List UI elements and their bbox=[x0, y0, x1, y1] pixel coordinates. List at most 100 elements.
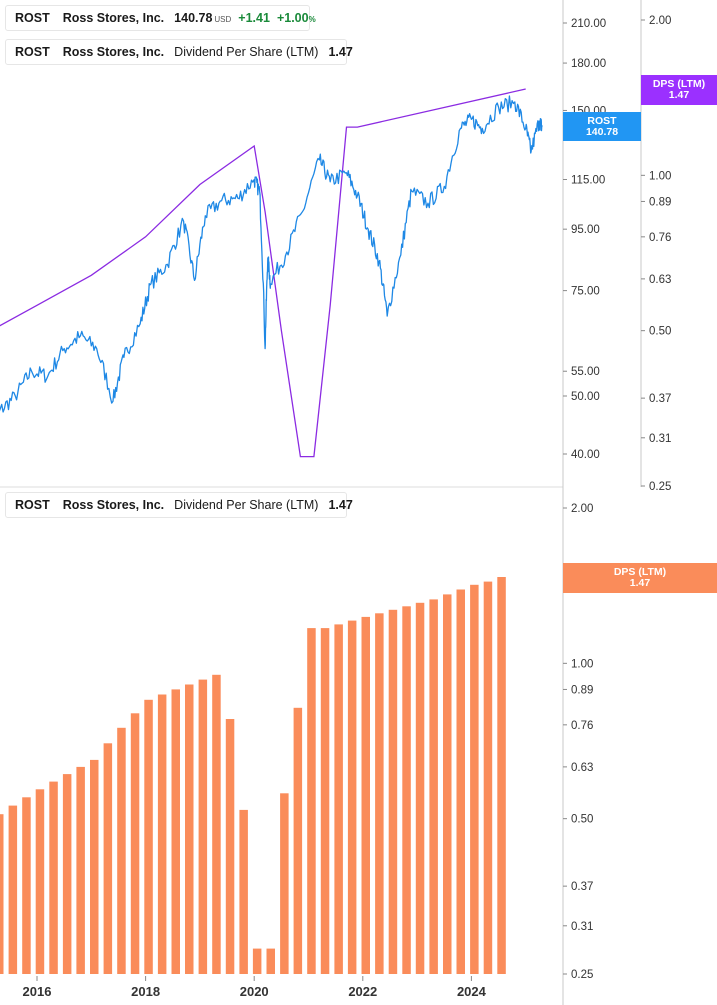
dps-top-axis-tick-label: 2.00 bbox=[649, 15, 671, 27]
x-axis-tick-label: 2022 bbox=[348, 984, 377, 999]
legend-price-company: Ross Stores, Inc. bbox=[62, 11, 165, 25]
dps-bar bbox=[497, 577, 506, 974]
dps-top-tag-value: 1.47 bbox=[668, 89, 690, 101]
dps-bar bbox=[212, 674, 221, 974]
legend-price-currency: USD bbox=[214, 15, 232, 24]
dps-bar bbox=[239, 809, 248, 974]
dps-bar bbox=[144, 699, 153, 974]
dps-bar bbox=[483, 581, 493, 974]
dps-bar bbox=[347, 620, 357, 974]
dps-top-axis-tag: DPS (LTM) 1.47 bbox=[641, 75, 717, 105]
legend-price[interactable]: ROST Ross Stores, Inc. 140.78 USD +1.41 … bbox=[5, 5, 316, 31]
dps-bar bbox=[171, 689, 180, 974]
dps-bottom-axis-tick-label: 2.00 bbox=[571, 503, 593, 515]
dps-bar bbox=[90, 759, 99, 974]
dps-bar-series bbox=[0, 577, 506, 974]
dps-bottom-axis-tick-label: 0.89 bbox=[571, 684, 593, 696]
dps-bar bbox=[293, 707, 303, 974]
dps-bar bbox=[117, 727, 126, 974]
dps-bottom-axis-tick-label: 0.37 bbox=[571, 881, 593, 893]
dps-bar bbox=[375, 613, 384, 974]
price-axis-tick-label: 180.00 bbox=[571, 58, 606, 70]
dps-top-axis-tick-label: 0.50 bbox=[649, 326, 671, 338]
dps-bar bbox=[443, 594, 452, 974]
dps-bottom-tag-label: DPS (LTM) bbox=[613, 566, 667, 578]
legend-dps-bottom[interactable]: ROST Ross Stores, Inc. Dividend Per Shar… bbox=[5, 492, 353, 518]
dps-bar bbox=[429, 599, 438, 974]
price-axis-tick-label: 210.00 bbox=[571, 18, 606, 30]
legend-dps-bottom-symbol: ROST bbox=[15, 498, 50, 512]
dps-bottom-axis-tick-label: 0.50 bbox=[571, 814, 593, 826]
legend-price-symbol: ROST bbox=[15, 11, 50, 25]
axes: 210.00180.00150.00115.0095.0075.0055.005… bbox=[23, 15, 672, 999]
dps-bar bbox=[103, 743, 113, 974]
price-axis-tick-label: 40.00 bbox=[571, 449, 600, 461]
legend-dps-top-symbol: ROST bbox=[15, 45, 50, 59]
price-axis-tick-label: 75.00 bbox=[571, 286, 600, 298]
legend-dps-top-value: 1.47 bbox=[328, 45, 353, 59]
dps-bar bbox=[415, 602, 425, 974]
price-tag-value: 140.78 bbox=[585, 125, 619, 138]
price-series-line bbox=[0, 95, 543, 413]
dps-bar bbox=[185, 684, 194, 974]
dps-top-axis-tick-label: 0.37 bbox=[649, 393, 671, 405]
price-axis-tag: ROST 140.78 bbox=[563, 112, 641, 141]
dps-bar bbox=[470, 584, 479, 974]
x-axis-tick-label: 2016 bbox=[23, 984, 52, 999]
dps-bar bbox=[49, 781, 58, 974]
dps-bar bbox=[456, 589, 465, 974]
dps-bar bbox=[280, 793, 289, 974]
price-axis-tick-label: 50.00 bbox=[571, 391, 600, 403]
dps-bar bbox=[22, 797, 31, 974]
legend-dps-top-company: Ross Stores, Inc. bbox=[62, 45, 165, 59]
dps-bar bbox=[402, 606, 411, 974]
dps-bar bbox=[266, 948, 275, 974]
legend-dps-bottom-value: 1.47 bbox=[328, 498, 353, 512]
dps-bar bbox=[130, 713, 140, 974]
legend-dps-bottom-company: Ross Stores, Inc. bbox=[62, 498, 165, 512]
dps-bar bbox=[225, 719, 235, 974]
dps-bar bbox=[157, 694, 167, 974]
dps-top-axis-tick-label: 0.31 bbox=[649, 433, 671, 445]
price-axis-tick-label: 95.00 bbox=[571, 224, 600, 236]
dps-bar bbox=[334, 624, 343, 974]
dps-bar bbox=[252, 948, 262, 974]
dps-bar bbox=[320, 628, 330, 974]
legend-dps-top[interactable]: ROST Ross Stores, Inc. Dividend Per Shar… bbox=[5, 39, 353, 65]
dps-bar bbox=[0, 814, 4, 974]
legend-price-value: 140.78 bbox=[174, 11, 213, 25]
dps-top-axis-tick-label: 1.00 bbox=[649, 170, 671, 182]
legend-price-change-pct: +1.00% bbox=[276, 11, 316, 25]
dps-bar bbox=[76, 766, 85, 974]
legend-dps-bottom-metric: Dividend Per Share (LTM) bbox=[174, 498, 319, 512]
dps-series-line bbox=[0, 88, 526, 458]
price-tag-label: ROST bbox=[587, 114, 617, 127]
dps-top-axis-tick-label: 0.25 bbox=[649, 481, 671, 493]
dps-line-series bbox=[0, 88, 526, 458]
dps-bottom-axis-tick-label: 1.00 bbox=[571, 658, 593, 670]
legend-price-change: +1.41 bbox=[238, 11, 270, 25]
dps-bar bbox=[62, 774, 72, 974]
dps-bottom-axis-tick-label: 0.76 bbox=[571, 720, 593, 732]
dps-top-tag-label: DPS (LTM) bbox=[652, 78, 706, 90]
x-axis-tick-label: 2018 bbox=[131, 984, 160, 999]
dps-top-axis-tick-label: 0.63 bbox=[649, 274, 671, 286]
dps-bar bbox=[8, 805, 18, 974]
dps-bottom-tag-value: 1.47 bbox=[629, 577, 651, 589]
dps-bar bbox=[35, 789, 45, 974]
price-axis-tick-label: 55.00 bbox=[571, 366, 600, 378]
dps-top-axis-tick-label: 0.76 bbox=[649, 232, 671, 244]
price-axis-tick-label: 115.00 bbox=[571, 175, 605, 187]
dps-bottom-axis-tick-label: 0.25 bbox=[571, 969, 593, 981]
price-line-series bbox=[0, 95, 543, 413]
dps-bar bbox=[361, 616, 370, 974]
dps-bottom-axis-tick-label: 0.31 bbox=[571, 921, 593, 933]
x-axis-tick-label: 2020 bbox=[240, 984, 269, 999]
dps-bar bbox=[198, 679, 208, 974]
dps-bottom-axis-tick-label: 0.63 bbox=[571, 762, 593, 774]
dps-bar bbox=[388, 609, 398, 974]
dps-bar bbox=[307, 628, 316, 974]
x-axis-tick-label: 2024 bbox=[457, 984, 487, 999]
dps-top-axis-tick-label: 0.89 bbox=[649, 196, 671, 208]
